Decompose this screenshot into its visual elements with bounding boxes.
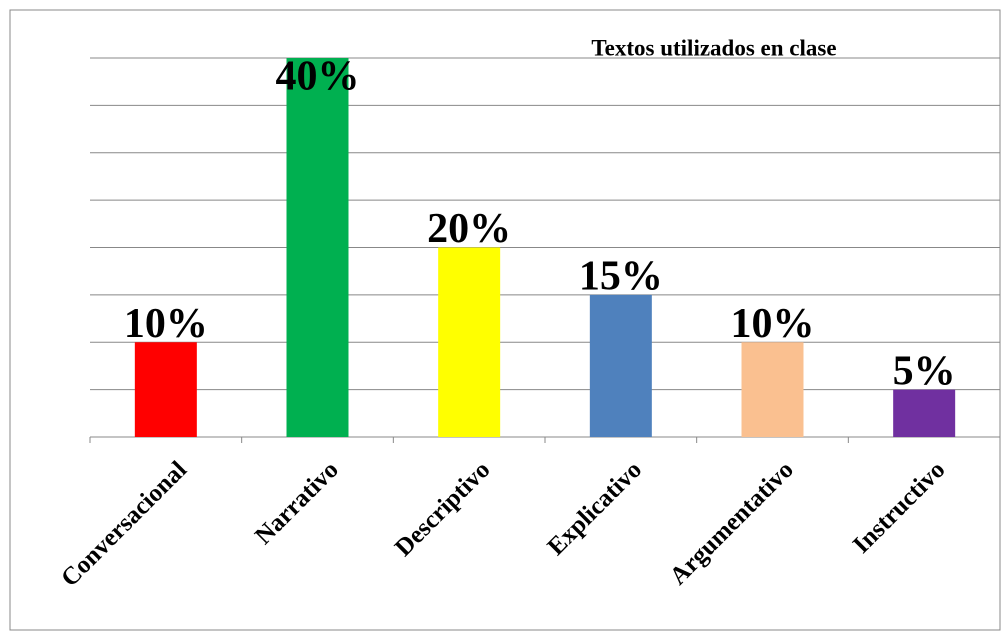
data-label: 20% <box>427 206 511 252</box>
bar <box>893 389 956 437</box>
bar <box>741 342 804 437</box>
bar <box>134 342 197 437</box>
data-label: 40% <box>276 54 360 100</box>
data-label: 10% <box>124 301 208 347</box>
bar <box>286 58 349 437</box>
bar <box>438 247 501 437</box>
data-label: 5% <box>893 348 956 394</box>
data-label: 15% <box>579 254 663 300</box>
chart-title: Textos utilizados en clase <box>591 35 836 60</box>
chart-frame <box>9 9 1001 631</box>
data-label: 10% <box>731 301 815 347</box>
bar <box>589 294 652 437</box>
